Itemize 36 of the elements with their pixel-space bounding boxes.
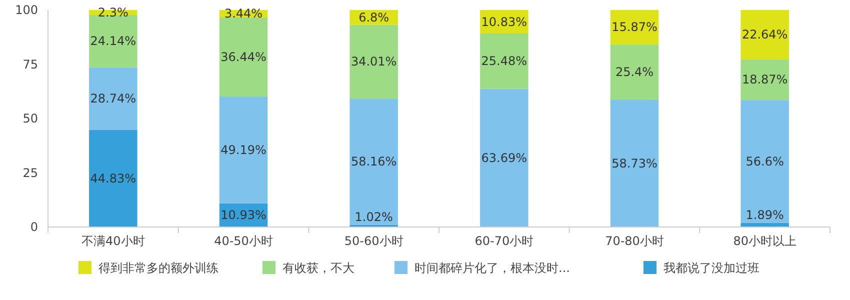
data-label: 63.69% [481,150,528,165]
x-tick-label: 40-50小时 [214,234,273,248]
y-tick-label: 50 [22,112,38,126]
data-label: 3.44% [224,6,263,21]
data-label: 56.6% [746,154,784,168]
legend-label: 我都说了没加过班 [664,261,760,275]
data-label: 49.19% [220,142,266,157]
data-label: 28.74% [90,92,136,106]
data-label: 58.16% [350,154,397,169]
data-label: 10.93% [220,208,266,222]
data-label: 34.01% [350,54,397,69]
data-label: 15.87% [612,20,658,34]
data-label: 25.4% [615,64,654,79]
legend-label: 得到非常多的额外训练 [98,261,218,275]
data-label: 25.48% [481,54,528,68]
data-label: 1.02% [354,210,393,224]
x-tick-label: 70-80小时 [605,234,664,248]
data-label: 6.8% [358,10,390,24]
data-label: 10.83% [481,14,528,29]
x-tick-label: 60-70小时 [474,234,534,248]
data-label: 58.73% [612,156,658,170]
data-label: 18.87% [742,72,788,87]
y-tick-label: 25 [22,166,38,180]
y-tick-label: 75 [22,57,38,72]
x-tick-label: 50-60小时 [344,234,404,248]
data-label: 36.44% [220,50,266,64]
data-label: 1.89% [746,208,784,222]
y-tick-label: 0 [30,220,38,234]
legend-label: 有收获，不大 [282,261,354,275]
y-tick-label: 100 [15,3,38,17]
legend-label: 时间都碎片化了，根本没时... [414,261,570,275]
x-tick-label: 80小时以上 [733,234,796,248]
data-label: 22.64% [742,28,788,42]
data-label: 24.14% [90,34,136,48]
data-label: 44.83% [90,171,136,186]
x-tick-label: 不满40小时 [82,234,145,248]
